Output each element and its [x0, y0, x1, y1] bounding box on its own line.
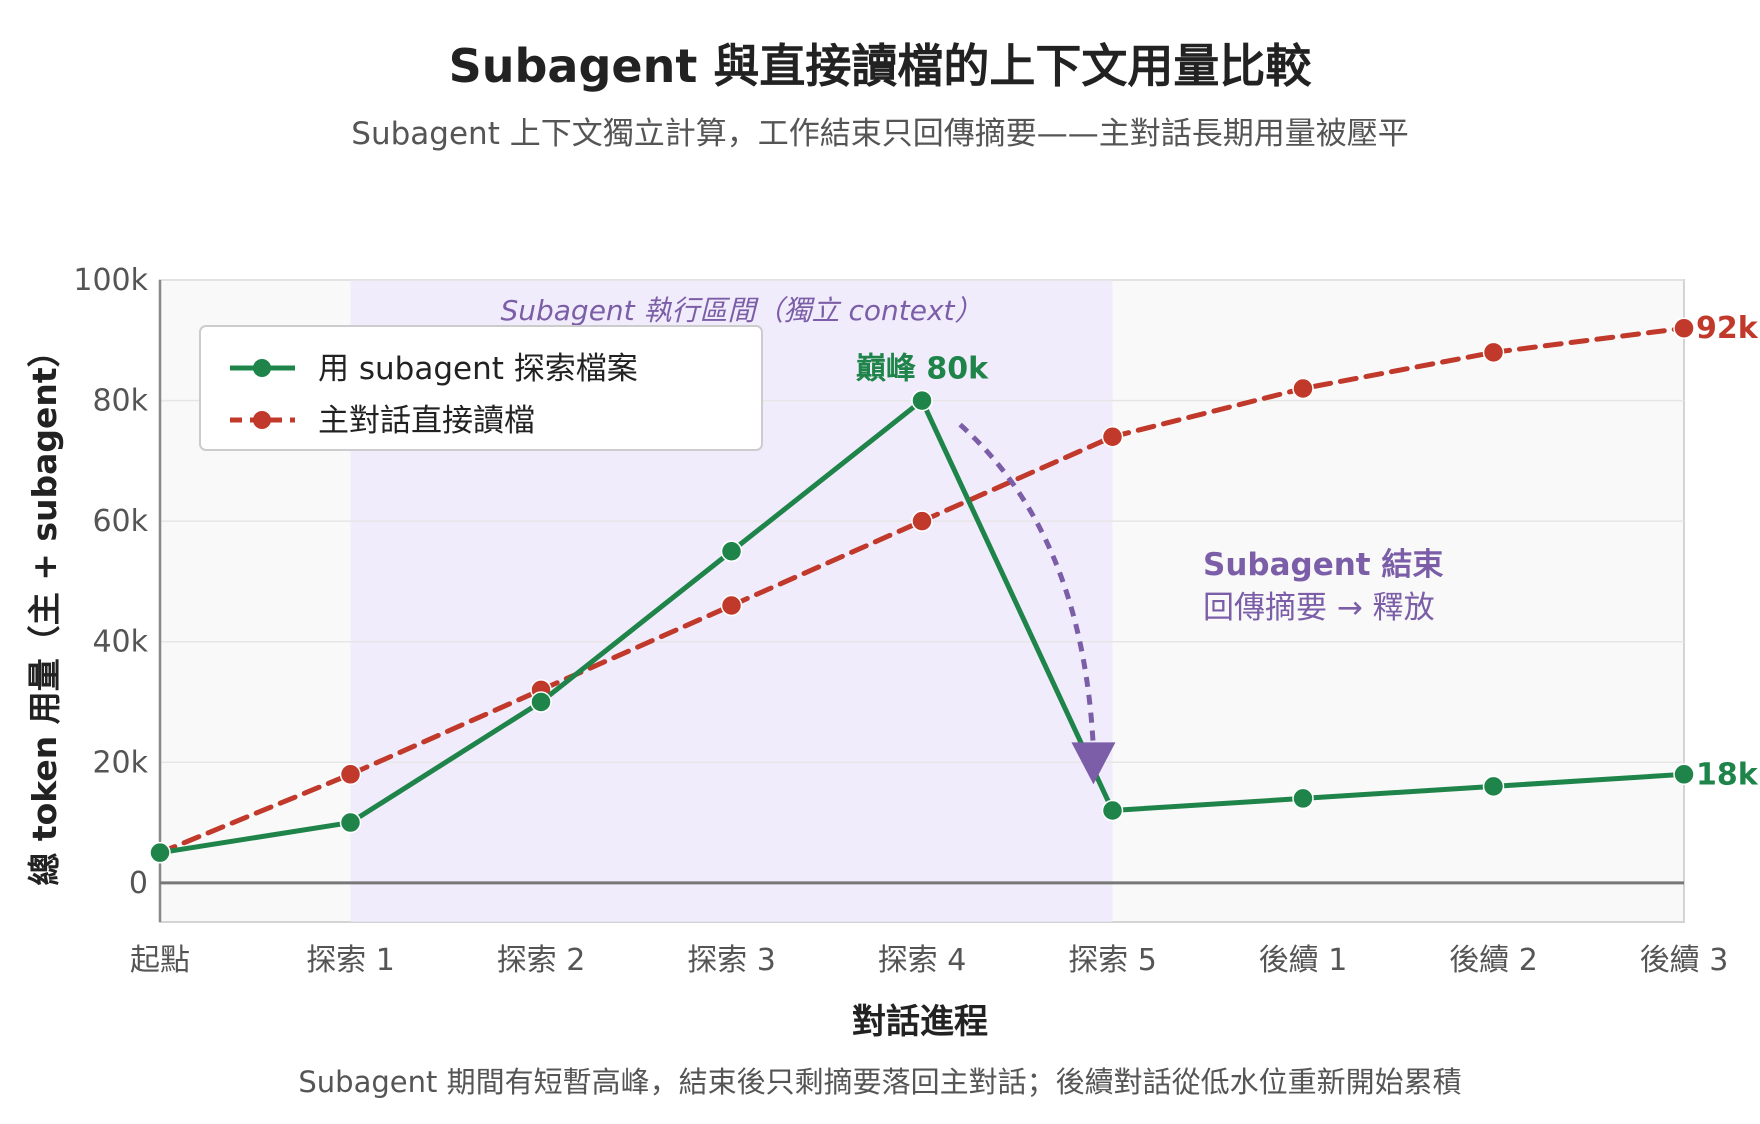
- x-tick-label: 後續 2: [1449, 943, 1538, 978]
- legend-item: 用 subagent 探索檔案: [230, 351, 638, 387]
- chart-subtitle: Subagent 上下文獨立計算，工作結束只回傳摘要——主對話長期用量被壓平: [351, 116, 1408, 152]
- series-end-label: 92k: [1696, 311, 1759, 346]
- axes: [158, 280, 1684, 922]
- y-axis-label: 總 token 用量（主 + subagent）: [25, 334, 64, 885]
- data-point: [1101, 425, 1124, 448]
- y-tick-label: 60k: [92, 504, 148, 539]
- chart-title: Subagent 與直接讀檔的上下文用量比較: [449, 39, 1313, 93]
- data-point: [911, 510, 933, 532]
- series-1: 92k: [149, 311, 1759, 864]
- x-axis-label: 對話進程: [852, 1002, 988, 1042]
- chart-footnote: Subagent 期間有短暫高峰，結束後只剩摘要落回主對話；後續對話從低水位重新…: [298, 1065, 1461, 1099]
- x-tick-label: 起點: [130, 943, 190, 978]
- data-point: [911, 389, 933, 412]
- peak-label: 巔峰 80k: [856, 352, 989, 387]
- legend-label: 用 subagent 探索檔案: [318, 351, 638, 387]
- release-arrow-head: [1071, 742, 1116, 785]
- data-point: [1673, 763, 1695, 786]
- x-tick-labels: 起點 探索 1 探索 2 探索 3 探索 4 探索 5 後續 1 後續 2 後續 3: [130, 943, 1728, 978]
- legend-swatch-marker: [253, 359, 271, 377]
- data-point: [149, 841, 171, 864]
- x-tick-label: 探索 4: [878, 943, 967, 978]
- series-0: 18k: [149, 389, 1759, 864]
- x-tick-label: 探索 2: [497, 943, 586, 978]
- y-tick-label: 100k: [73, 263, 148, 298]
- release-title: Subagent 結束: [1203, 547, 1443, 583]
- x-tick-label: 探索 1: [306, 943, 395, 978]
- legend-swatch-marker: [253, 411, 271, 429]
- data-point: [720, 594, 743, 617]
- x-tick-label: 後續 1: [1259, 943, 1348, 978]
- y-tick-label: 40k: [92, 625, 148, 660]
- data-point: [1482, 775, 1505, 798]
- data-point: [1482, 341, 1505, 364]
- data-point: [1673, 317, 1695, 339]
- legend-label: 主對話直接讀檔: [318, 403, 535, 439]
- data-point: [720, 540, 743, 563]
- y-tick-label: 80k: [92, 384, 148, 419]
- y-tick-label: 20k: [92, 745, 148, 780]
- legend-box: [199, 325, 763, 451]
- y-tick-labels: 0 20k 40k 60k 80k 100k: [73, 263, 148, 901]
- legend-item: 主對話直接讀檔: [230, 403, 535, 439]
- data-point: [339, 763, 362, 786]
- data-point: [1101, 799, 1124, 822]
- subagent-region-label: Subagent 執行區間（獨立 context）: [500, 294, 982, 327]
- series-end-label: 18k: [1696, 757, 1759, 792]
- data-point: [530, 691, 552, 713]
- data-point: [339, 811, 362, 834]
- x-tick-label: 探索 3: [687, 943, 776, 978]
- x-tick-label: 後續 3: [1640, 943, 1729, 978]
- x-tick-label: 探索 5: [1068, 943, 1157, 978]
- release-text: 回傳摘要 → 釋放: [1203, 590, 1435, 626]
- release-arrow-line: [958, 422, 1096, 751]
- data-point: [1292, 377, 1314, 400]
- series: 92k 18k: [149, 311, 1759, 864]
- data-point: [1292, 787, 1314, 810]
- y-tick-label: 0: [129, 866, 148, 901]
